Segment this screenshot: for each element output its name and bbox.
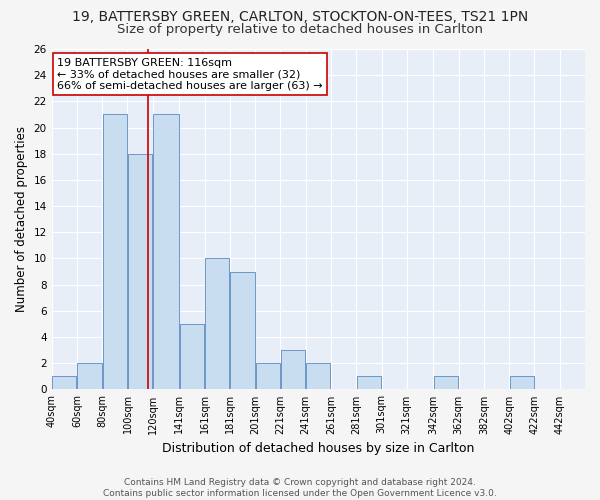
X-axis label: Distribution of detached houses by size in Carlton: Distribution of detached houses by size … [162, 442, 475, 455]
Bar [205, 258, 229, 390]
Text: 19 BATTERSBY GREEN: 116sqm
← 33% of detached houses are smaller (32)
66% of semi: 19 BATTERSBY GREEN: 116sqm ← 33% of deta… [57, 58, 323, 90]
Bar [52, 376, 76, 390]
Bar [180, 324, 204, 390]
Bar [128, 154, 152, 390]
Bar [434, 376, 458, 390]
Bar [281, 350, 305, 390]
Text: 19, BATTERSBY GREEN, CARLTON, STOCKTON-ON-TEES, TS21 1PN: 19, BATTERSBY GREEN, CARLTON, STOCKTON-O… [72, 10, 528, 24]
Bar [256, 363, 280, 390]
Bar [509, 376, 534, 390]
Bar [153, 114, 179, 390]
Bar [103, 114, 127, 390]
Bar [230, 272, 254, 390]
Bar [77, 363, 102, 390]
Bar [357, 376, 381, 390]
Text: Size of property relative to detached houses in Carlton: Size of property relative to detached ho… [117, 22, 483, 36]
Y-axis label: Number of detached properties: Number of detached properties [15, 126, 28, 312]
Text: Contains HM Land Registry data © Crown copyright and database right 2024.
Contai: Contains HM Land Registry data © Crown c… [103, 478, 497, 498]
Bar [306, 363, 331, 390]
